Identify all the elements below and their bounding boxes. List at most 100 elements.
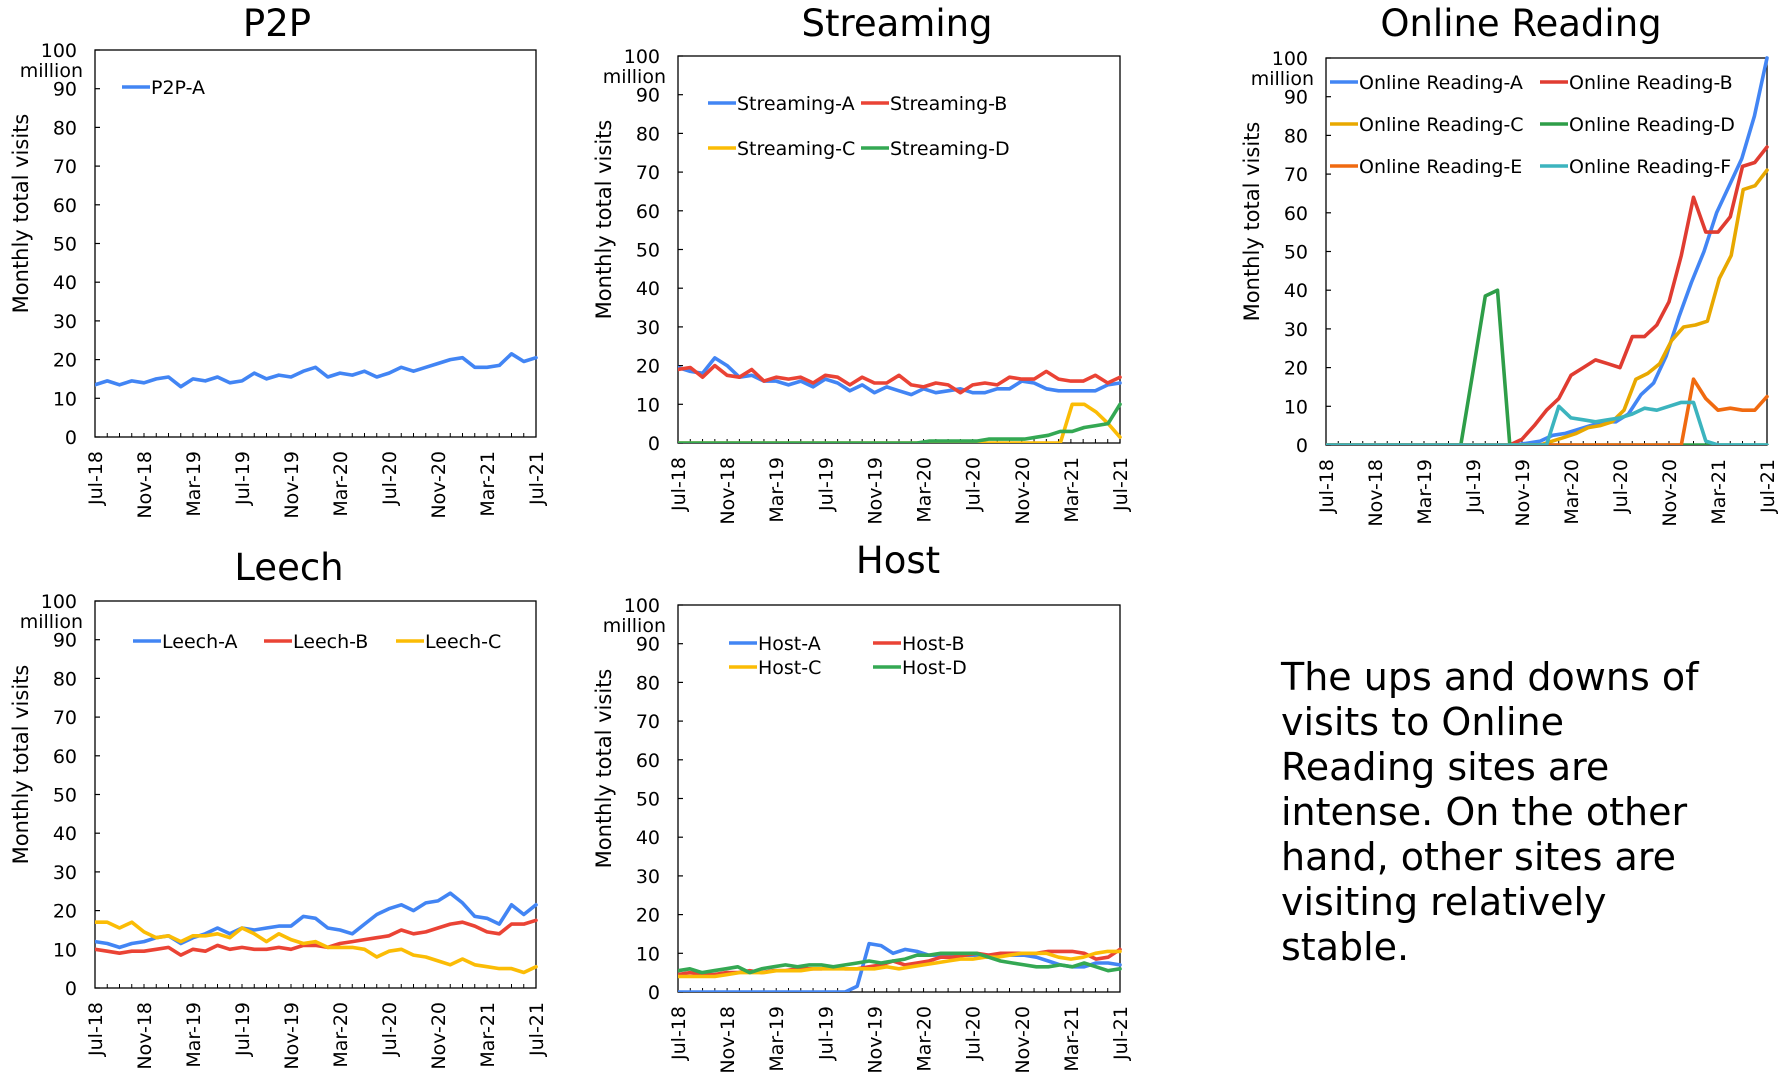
legend-label: Streaming-A bbox=[737, 93, 855, 115]
y-tick-label: 10 bbox=[636, 394, 660, 416]
legend-label: Streaming-B bbox=[890, 93, 1007, 115]
x-tick-label: Nov-20 bbox=[428, 451, 450, 519]
series-line-online-reading-f bbox=[1326, 400, 1769, 445]
series-line-online-reading-e bbox=[1326, 377, 1769, 445]
y-tick-label: 70 bbox=[1284, 164, 1308, 186]
x-tick-label: Jul-19 bbox=[815, 1006, 837, 1061]
y-tick-label: 30 bbox=[1284, 319, 1308, 341]
y-tick-label: 30 bbox=[636, 866, 660, 888]
y-unit-label: million bbox=[1251, 68, 1314, 90]
x-tick-label: Nov-20 bbox=[1659, 459, 1681, 527]
legend-label: Online Reading-F bbox=[1569, 156, 1731, 178]
y-tick-label: 50 bbox=[1284, 242, 1308, 264]
chart-title: Leech bbox=[234, 546, 343, 589]
y-tick-label: 0 bbox=[65, 978, 77, 1000]
y-tick-label: 40 bbox=[53, 272, 77, 294]
y-tick-label: 90 bbox=[53, 630, 77, 652]
y-tick-label: 60 bbox=[53, 195, 77, 217]
y-tick-label: 40 bbox=[53, 823, 77, 845]
x-tick-label: Mar-20 bbox=[330, 451, 352, 517]
series-line-host-a bbox=[678, 941, 1122, 992]
y-tick-label: 90 bbox=[53, 79, 77, 101]
x-tick-label: Nov-20 bbox=[428, 1002, 450, 1070]
x-tick-label: Nov-18 bbox=[717, 1006, 739, 1072]
y-tick-label: 0 bbox=[648, 982, 660, 1004]
y-unit-label: million bbox=[603, 615, 666, 637]
plot-frame bbox=[94, 600, 537, 989]
series-line-host-d bbox=[678, 951, 1122, 975]
series-line-streaming-b bbox=[678, 363, 1122, 395]
series-line-online-reading-a bbox=[1326, 56, 1769, 445]
legend-label: Streaming-D bbox=[890, 138, 1010, 160]
y-tick-label: 60 bbox=[1284, 203, 1308, 225]
legend-label: Host-A bbox=[758, 633, 821, 655]
x-tick-label: Mar-19 bbox=[183, 1002, 205, 1068]
chart-title: Streaming bbox=[801, 2, 992, 45]
x-tick-label: Mar-20 bbox=[330, 1002, 352, 1068]
x-tick-label: Jul-21 bbox=[526, 1002, 548, 1057]
x-tick-label: Nov-18 bbox=[1365, 459, 1387, 527]
y-tick-label: 10 bbox=[1284, 396, 1308, 418]
y-tick-label: 70 bbox=[636, 711, 660, 733]
y-tick-label: 90 bbox=[1284, 87, 1308, 109]
y-tick-label: 30 bbox=[53, 862, 77, 884]
x-tick-label: Jul-18 bbox=[668, 1006, 690, 1061]
y-tick-label: 60 bbox=[53, 746, 77, 768]
x-tick-label: Mar-20 bbox=[1561, 459, 1583, 525]
y-axis-label: Monthly total visits bbox=[592, 120, 616, 320]
y-tick-label: 60 bbox=[636, 201, 660, 223]
x-tick-label: Jul-20 bbox=[379, 1002, 401, 1057]
y-tick-label: 10 bbox=[53, 388, 77, 410]
y-tick-label: 90 bbox=[636, 85, 660, 107]
y-tick-label: 70 bbox=[53, 707, 77, 729]
legend-label: Leech-A bbox=[162, 631, 238, 653]
chart-title: P2P bbox=[243, 2, 311, 45]
x-tick-label: Mar-21 bbox=[1061, 1006, 1083, 1072]
x-tick-label: Nov-18 bbox=[134, 1002, 156, 1070]
x-tick-label: Mar-19 bbox=[1414, 459, 1436, 525]
y-tick-label: 80 bbox=[636, 672, 660, 694]
legend-label: P2P-A bbox=[151, 77, 205, 99]
x-tick-label: Jul-21 bbox=[1757, 459, 1779, 514]
y-tick-label: 20 bbox=[53, 350, 77, 372]
y-tick-label: 80 bbox=[1284, 125, 1308, 147]
x-tick-label: Nov-19 bbox=[1512, 459, 1534, 527]
x-tick-label: Mar-21 bbox=[1061, 457, 1083, 523]
y-tick-label: 10 bbox=[636, 943, 660, 965]
x-tick-label: Jul-21 bbox=[1110, 457, 1132, 512]
x-tick-label: Nov-20 bbox=[1012, 1006, 1034, 1072]
legend-label: Online Reading-C bbox=[1359, 114, 1524, 136]
y-tick-label: 30 bbox=[53, 311, 77, 333]
y-tick-label: 80 bbox=[53, 668, 77, 690]
y-tick-label: 20 bbox=[636, 356, 660, 378]
y-tick-label: 0 bbox=[648, 433, 660, 455]
legend-label: Online Reading-B bbox=[1569, 72, 1733, 94]
x-tick-label: Nov-19 bbox=[864, 1006, 886, 1072]
x-tick-label: Mar-19 bbox=[766, 1006, 788, 1072]
y-tick-label: 100 bbox=[1272, 48, 1308, 70]
y-tick-label: 70 bbox=[636, 162, 660, 184]
chart-title: Online Reading bbox=[1380, 2, 1661, 45]
x-tick-label: Jul-20 bbox=[963, 457, 985, 512]
legend-label: Online Reading-A bbox=[1359, 72, 1523, 94]
y-tick-label: 10 bbox=[53, 939, 77, 961]
y-tick-label: 50 bbox=[636, 240, 660, 262]
y-tick-label: 20 bbox=[636, 905, 660, 927]
x-tick-label: Jul-19 bbox=[232, 1002, 254, 1057]
legend-label: Leech-C bbox=[425, 631, 501, 653]
x-tick-label: Jul-21 bbox=[526, 451, 548, 506]
legend-label: Host-B bbox=[902, 633, 964, 655]
x-tick-label: Mar-21 bbox=[477, 1002, 499, 1068]
x-tick-label: Nov-19 bbox=[864, 457, 886, 525]
x-tick-label: Nov-18 bbox=[717, 457, 739, 525]
y-tick-label: 60 bbox=[636, 750, 660, 772]
x-tick-label: Nov-20 bbox=[1012, 457, 1034, 525]
y-tick-label: 100 bbox=[624, 46, 660, 68]
legend-label: Host-C bbox=[758, 657, 821, 679]
series-line-online-reading-b bbox=[1326, 145, 1769, 445]
y-tick-label: 50 bbox=[636, 789, 660, 811]
y-unit-label: million bbox=[20, 60, 83, 82]
